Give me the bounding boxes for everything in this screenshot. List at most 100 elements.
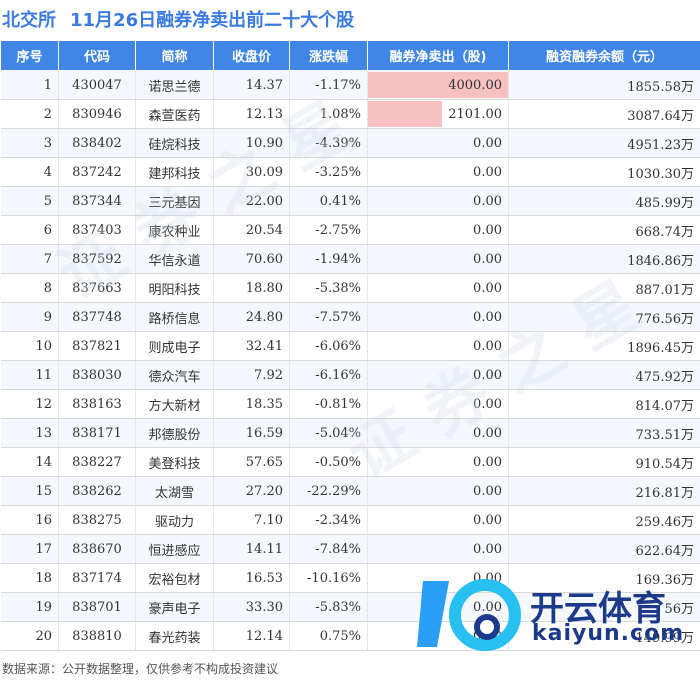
cell-code: 837748 — [58, 302, 136, 332]
cell-net-sell: 0.00 — [367, 360, 509, 390]
net-sell-value: 4000.00 — [448, 77, 502, 93]
cell-name: 则成电子 — [135, 331, 214, 361]
cell-balance: 776.56万 — [508, 302, 700, 332]
cell-name: 康农种业 — [135, 215, 214, 245]
cell-net-sell: 0.00 — [367, 273, 509, 303]
cell-net-sell: 0.00 — [367, 244, 509, 274]
cell-seq: 3 — [0, 128, 59, 158]
cell-seq: 16 — [0, 505, 59, 535]
cell-seq: 15 — [0, 476, 59, 506]
brand-domain: kaiyun.com — [532, 621, 685, 646]
cell-code: 838262 — [58, 476, 136, 506]
table-row: 3 838402 硅烷科技 10.90 -4.39% 0.00 4951.23万 — [0, 128, 700, 158]
table-row: 1 430047 诺思兰德 14.37 -1.17% 4000.00 1855.58万 — [0, 70, 700, 100]
cell-seq: 19 — [0, 592, 59, 622]
cell-seq: 17 — [0, 534, 59, 564]
cell-name: 诺思兰德 — [135, 70, 214, 100]
net-sell-bar — [368, 72, 508, 98]
cell-seq: 10 — [0, 331, 59, 361]
net-sell-value: 0.00 — [473, 222, 502, 238]
source-note: 数据来源：公开数据整理，仅供参考不构成投资建议 — [2, 662, 279, 676]
cell-name: 美登科技 — [135, 447, 214, 477]
cell-name: 华信永道 — [135, 244, 214, 274]
cell-price: 24.80 — [213, 302, 290, 332]
net-sell-value: 0.00 — [473, 367, 502, 383]
brand-logo: 开云体育 kaiyun.com — [415, 575, 695, 653]
cell-code: 837663 — [58, 273, 136, 303]
col-header-seq: 序号 — [0, 40, 59, 71]
cell-code: 430047 — [58, 70, 136, 100]
cell-code: 838402 — [58, 128, 136, 158]
net-sell-value: 0.00 — [473, 164, 502, 180]
cell-name: 建邦科技 — [135, 157, 214, 187]
cell-seq: 5 — [0, 186, 59, 216]
net-sell-value: 2101.00 — [448, 106, 502, 122]
col-header-price: 收盘价 — [213, 40, 290, 71]
net-sell-value: 0.00 — [473, 309, 502, 325]
net-sell-value: 0.00 — [473, 280, 502, 296]
cell-name: 硅烷科技 — [135, 128, 214, 158]
cell-price: 10.90 — [213, 128, 290, 158]
cell-name: 德众汽车 — [135, 360, 214, 390]
cell-price: 22.00 — [213, 186, 290, 216]
cell-code: 838275 — [58, 505, 136, 535]
cell-net-sell: 0.00 — [367, 476, 509, 506]
cell-change: -22.29% — [289, 476, 368, 506]
cell-name: 森萱医药 — [135, 99, 214, 129]
net-sell-value: 0.00 — [473, 454, 502, 470]
cell-balance: 169.36万 — [508, 563, 700, 593]
cell-price: 7.10 — [213, 505, 290, 535]
cell-balance: 910.54万 — [508, 447, 700, 477]
cell-seq: 14 — [0, 447, 59, 477]
cell-name: 邦德股份 — [135, 418, 214, 448]
cell-change: -5.04% — [289, 418, 368, 448]
cell-price: 18.35 — [213, 389, 290, 419]
page-title: 11月26日融券净卖出前二十大个股 — [70, 10, 355, 31]
cell-balance: 1855.58万 — [508, 70, 700, 100]
table-row: 16 838275 驱动力 7.10 -2.34% 0.00 259.46万 — [0, 505, 700, 535]
table-row: 13 838171 邦德股份 16.59 -5.04% 0.00 733.51万 — [0, 418, 700, 448]
cell-name: 明阳科技 — [135, 273, 214, 303]
cell-price: 7.92 — [213, 360, 290, 390]
cell-seq: 2 — [0, 99, 59, 129]
cell-net-sell: 4000.00 — [367, 70, 509, 100]
cell-price: 14.11 — [213, 534, 290, 564]
net-sell-value: 0.00 — [473, 512, 502, 528]
col-header-code: 代码 — [58, 40, 136, 71]
cell-price: 16.59 — [213, 418, 290, 448]
cell-name: 春光药装 — [135, 621, 214, 651]
cell-change: -6.16% — [289, 360, 368, 390]
cell-net-sell: 0.00 — [367, 128, 509, 158]
cell-name: 方大新材 — [135, 389, 214, 419]
table-row: 2 830946 森萱医药 12.13 1.08% 2101.00 3087.64万 — [0, 99, 700, 129]
net-sell-value: 0.00 — [473, 396, 502, 412]
cell-code: 830946 — [58, 99, 136, 129]
cell-code: 837174 — [58, 563, 136, 593]
cell-change: -7.57% — [289, 302, 368, 332]
table-row: 18 837174 宏裕包材 16.53 -10.16% 0.00 169.36万 — [0, 563, 700, 593]
cell-price: 12.13 — [213, 99, 290, 129]
cell-balance: 1896.45万 — [508, 331, 700, 361]
cell-net-sell: 0.00 — [367, 447, 509, 477]
cell-change: -0.81% — [289, 389, 368, 419]
cell-net-sell: 0.00 — [367, 331, 509, 361]
net-sell-value: 0.00 — [473, 599, 502, 615]
cell-balance: 485.99万 — [508, 186, 700, 216]
table-row: 7 837592 华信永道 70.60 -1.94% 0.00 1846.86万 — [0, 244, 700, 274]
cell-name: 三元基因 — [135, 186, 214, 216]
cell-code: 837242 — [58, 157, 136, 187]
cell-balance: 887.01万 — [508, 273, 700, 303]
cell-change: 1.08% — [289, 99, 368, 129]
cell-change: -0.50% — [289, 447, 368, 477]
cell-seq: 9 — [0, 302, 59, 332]
cell-balance: 733.51万 — [508, 418, 700, 448]
table-row: 6 837403 康农种业 20.54 -2.75% 0.00 668.74万 — [0, 215, 700, 245]
cell-price: 57.65 — [213, 447, 290, 477]
cell-change: -1.94% — [289, 244, 368, 274]
cell-code: 838171 — [58, 418, 136, 448]
cell-name: 路桥信息 — [135, 302, 214, 332]
cell-change: -4.39% — [289, 128, 368, 158]
cell-seq: 4 — [0, 157, 59, 187]
cell-code: 837592 — [58, 244, 136, 274]
